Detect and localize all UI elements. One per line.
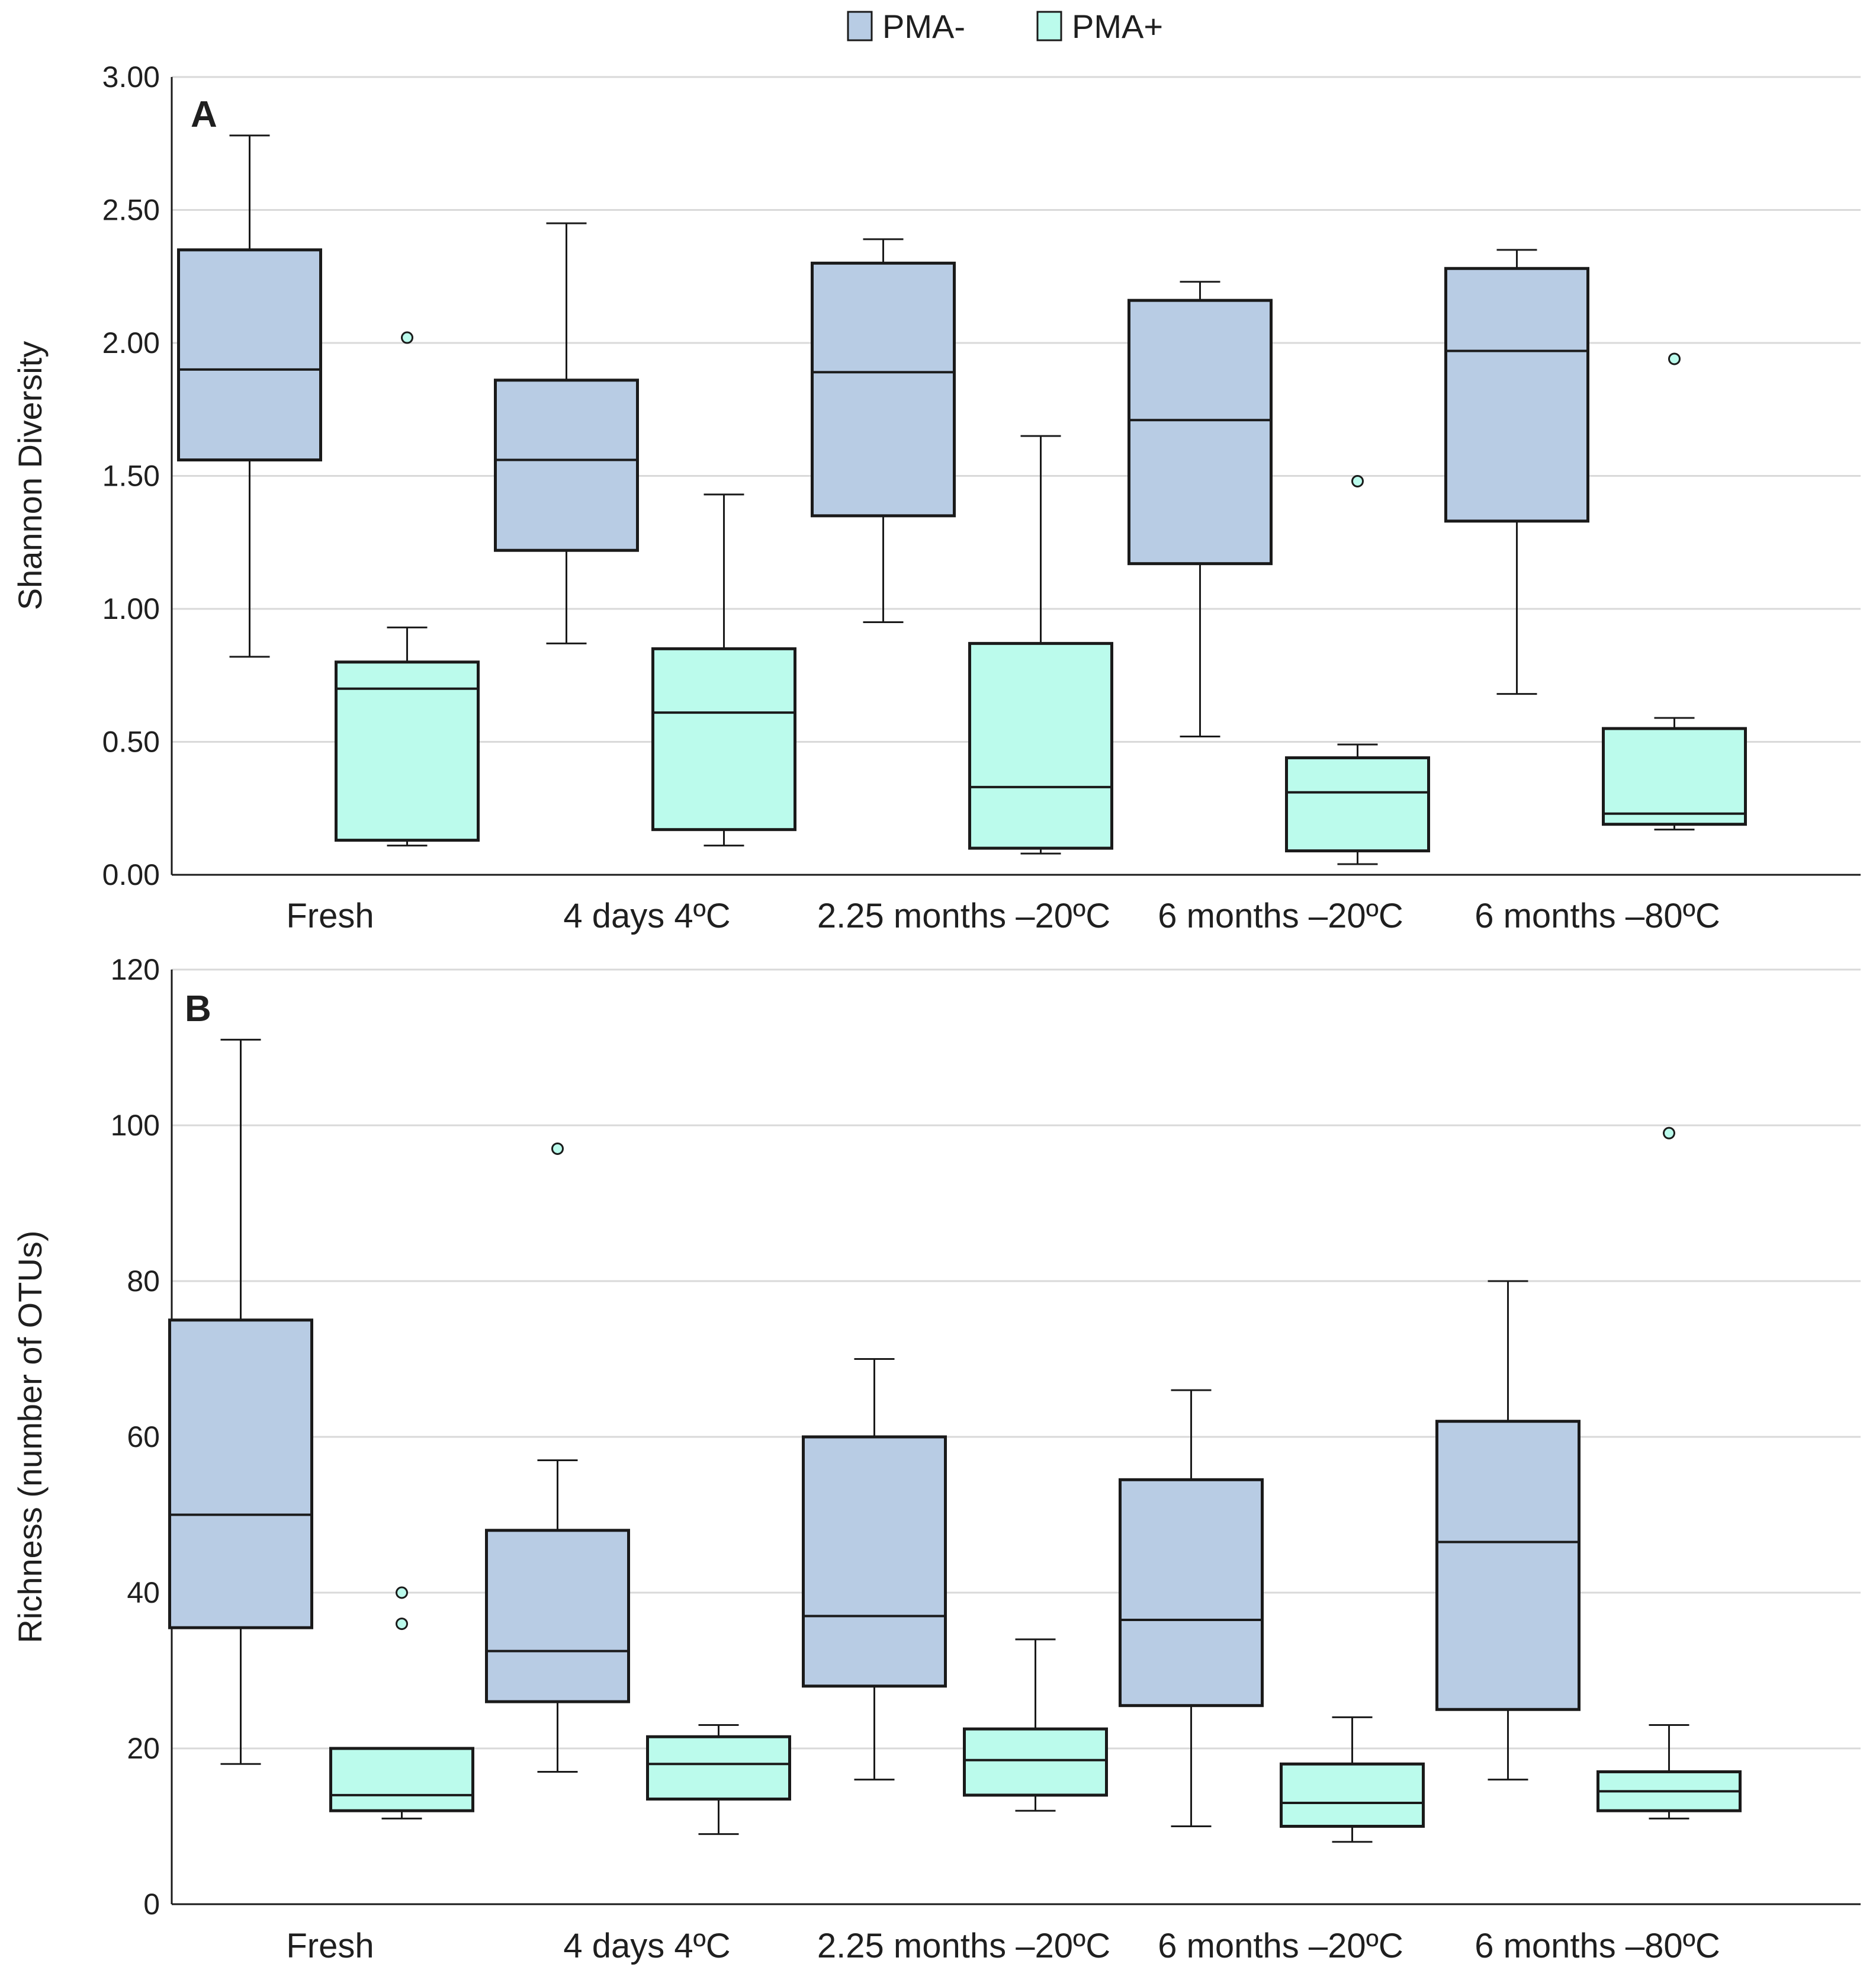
iqr-box: [963, 1727, 1108, 1797]
outlier-point: [1351, 474, 1364, 487]
panel-b-y-tick-labels: 0 20 40 60 80 100 120: [111, 953, 160, 1921]
panel-a-y-tick-label: 1.50: [102, 460, 160, 493]
panel-a-box-pma-plus: [651, 493, 796, 847]
panel-b-box-pma-minus: [485, 1142, 630, 1773]
legend-swatch-pma-minus: [847, 11, 873, 41]
outlier-point: [1668, 352, 1681, 365]
panel-a-category-label: 2.25 months –20ºC: [817, 897, 1110, 935]
legend-label-pma-minus: PMA-: [882, 8, 965, 45]
legend-label-pma-plus: PMA+: [1072, 8, 1163, 45]
panel-b-box-pma-plus: [329, 1586, 474, 1819]
legend: PMA- PMA+: [847, 8, 1163, 45]
panel-b-y-axis-title: Richness (number of OTUs): [11, 1230, 49, 1643]
panel-a-box-pma-plus: [1285, 474, 1430, 865]
panel-b-box-pma-minus: [1435, 1280, 1581, 1781]
panel-b-box-pma-minus: [1119, 1389, 1264, 1827]
panel-a-y-tick-label: 1.00: [102, 592, 160, 625]
panel-a-box-pma-plus: [1602, 352, 1747, 831]
panel-b-boxes: [168, 1038, 1742, 1843]
panel-a-y-tick-label: 2.00: [102, 326, 160, 360]
iqr-box: [329, 1747, 474, 1812]
panel-a-category-label: 4 days 4ºC: [563, 897, 730, 935]
iqr-box: [1285, 756, 1430, 853]
panel-b-y-tick-label: 0: [143, 1888, 160, 1921]
outlier-point: [396, 1586, 408, 1599]
legend-swatch-pma-plus: [1036, 11, 1062, 41]
panel-a-box-pma-minus: [1127, 281, 1273, 738]
panel-b-box-pma-plus: [1596, 1127, 1742, 1819]
panel-b: 0 20 40 60 80 100 120 Richness (number of OTUs…: [11, 953, 1861, 1965]
legend-item-pma-plus: PMA+: [1036, 8, 1163, 45]
iqr-box: [802, 1435, 947, 1688]
panel-a-box-pma-plus: [335, 331, 480, 847]
panel-b-box-pma-minus: [168, 1038, 313, 1765]
iqr-box: [1127, 299, 1273, 566]
panel-b-letter: B: [185, 989, 211, 1029]
panel-b-y-tick-label: 60: [127, 1420, 160, 1453]
panel-a-box-pma-minus: [177, 134, 322, 658]
panel-a-y-axis-title: Shannon Diversity: [11, 341, 49, 610]
panel-b-y-tick-label: 120: [111, 953, 160, 986]
iqr-box: [646, 1735, 791, 1801]
panel-a-category-labels: Fresh 4 days 4ºC 2.25 months –20ºC 6 months…: [286, 897, 1720, 935]
iqr-box: [168, 1318, 313, 1629]
panel-a: 0.00 0.50 1.00 1.50 2.00 2.50 3.00 Shannon Div…: [11, 60, 1861, 935]
iqr-box: [1444, 267, 1589, 523]
outlier-point: [551, 1142, 564, 1155]
panel-b-y-tick-label: 40: [127, 1576, 160, 1609]
outlier-point: [401, 331, 413, 344]
panel-b-y-tick-label: 80: [127, 1265, 160, 1298]
iqr-box: [1119, 1478, 1264, 1708]
panel-b-category-label: Fresh: [286, 1927, 374, 1965]
iqr-box: [1435, 1420, 1581, 1711]
iqr-box: [1602, 727, 1747, 826]
panel-a-box-pma-minus: [811, 238, 956, 623]
iqr-box: [494, 378, 639, 552]
iqr-box: [485, 1529, 630, 1703]
panel-a-boxes: [177, 134, 1747, 865]
panel-a-category-label: Fresh: [286, 897, 374, 935]
panel-b-box-pma-plus: [646, 1724, 791, 1835]
panel-b-category-labels: Fresh 4 days 4ºC 2.25 months –20ºC 6 months…: [286, 1927, 1720, 1965]
panel-a-y-tick-label: 3.00: [102, 60, 160, 94]
panel-b-category-label: 6 months –20ºC: [1158, 1927, 1403, 1965]
outlier-point: [396, 1618, 408, 1631]
panel-a-category-label: 6 months –80ºC: [1475, 897, 1720, 935]
panel-a-category-label: 6 months –20ºC: [1158, 897, 1403, 935]
panel-b-category-label: 4 days 4ºC: [563, 1927, 730, 1965]
panel-a-letter: A: [191, 94, 217, 135]
panel-a-y-tick-label: 0.50: [102, 726, 160, 759]
panel-b-y-tick-label: 100: [111, 1109, 160, 1142]
iqr-box: [811, 261, 956, 518]
panel-b-box-pma-plus: [963, 1638, 1108, 1812]
iqr-box: [651, 647, 796, 832]
panel-a-box-pma-minus: [1444, 249, 1589, 695]
panel-b-box-pma-minus: [802, 1358, 947, 1781]
iqr-box: [335, 660, 480, 842]
outlier-point: [1663, 1127, 1675, 1140]
iqr-box: [968, 641, 1113, 850]
panel-b-category-label: 6 months –80ºC: [1475, 1927, 1720, 1965]
panel-a-box-pma-minus: [494, 222, 639, 644]
panel-b-y-tick-label: 20: [127, 1732, 160, 1765]
panel-a-y-tick-labels: 0.00 0.50 1.00 1.50 2.00 2.50 3.00: [102, 60, 160, 891]
panel-b-box-pma-plus: [1280, 1716, 1425, 1843]
panel-a-box-pma-plus: [968, 435, 1113, 855]
panel-a-y-tick-label: 2.50: [102, 194, 160, 227]
panel-b-category-label: 2.25 months –20ºC: [817, 1927, 1110, 1965]
legend-item-pma-minus: PMA-: [847, 8, 965, 45]
iqr-box: [1280, 1762, 1425, 1828]
panel-a-y-tick-label: 0.00: [102, 858, 160, 891]
iqr-box: [177, 248, 322, 462]
